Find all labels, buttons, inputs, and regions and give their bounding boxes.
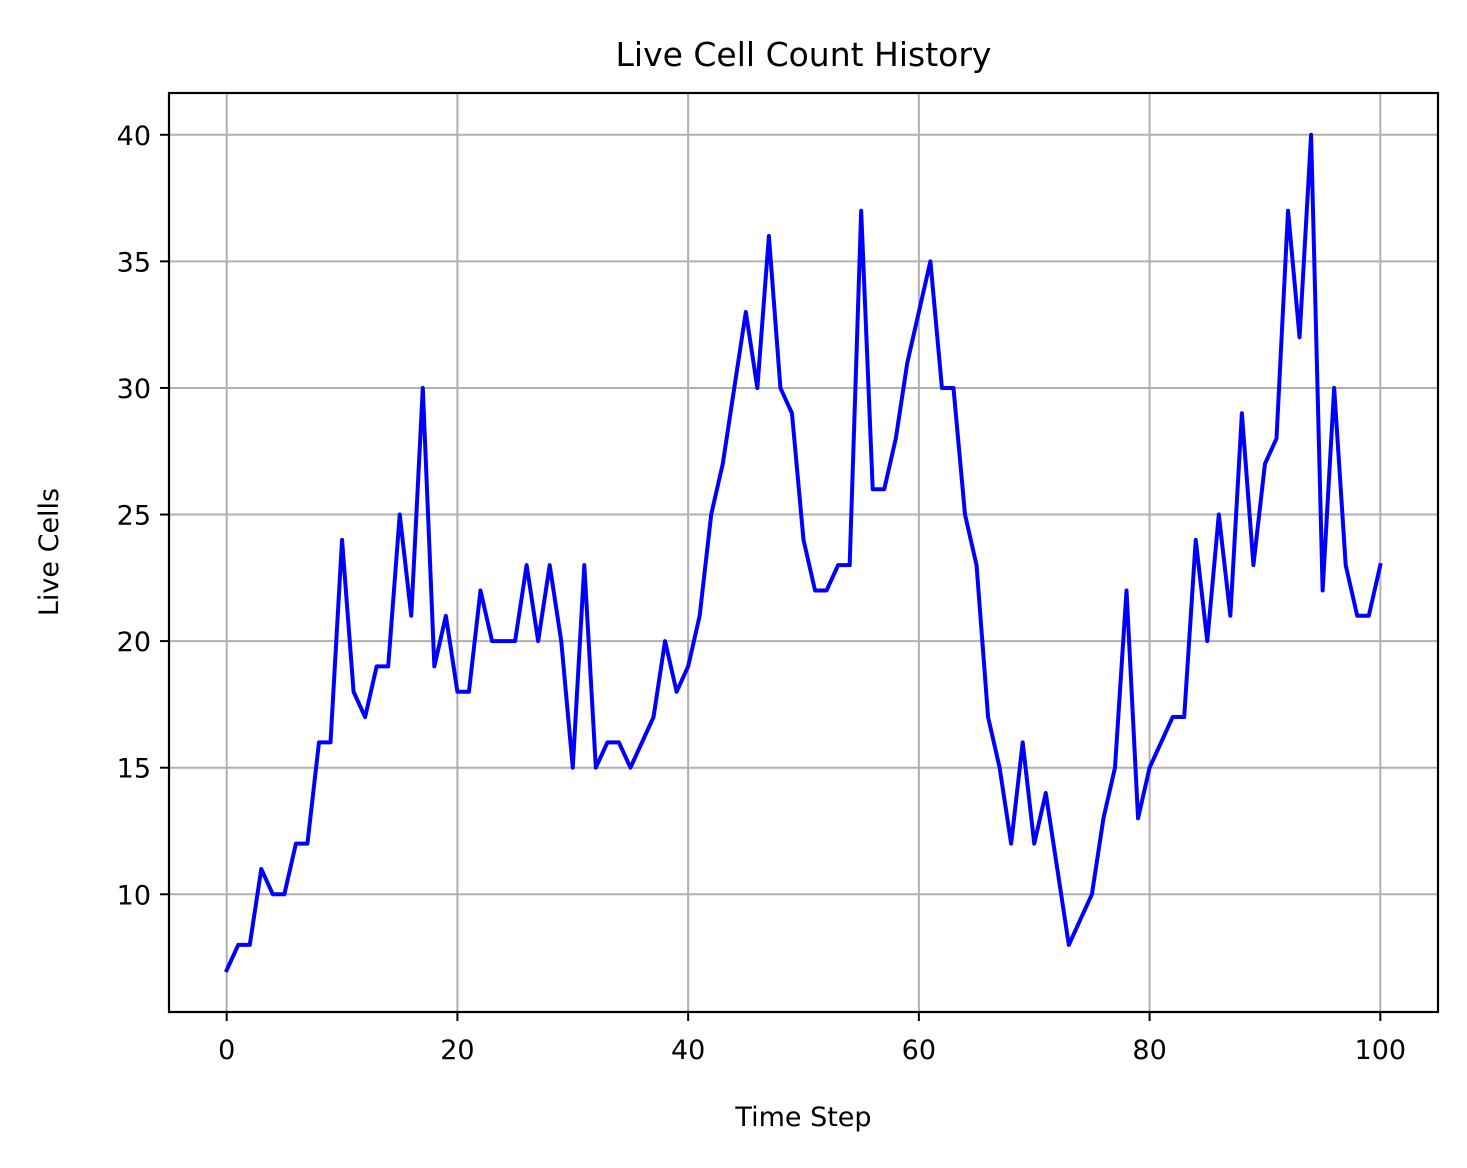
y-axis-label: Live Cells xyxy=(34,488,65,616)
x-tick-label: 40 xyxy=(671,1035,705,1066)
y-tick-label: 35 xyxy=(117,247,151,278)
grid-lines xyxy=(169,93,1438,1012)
chart-title: Live Cell Count History xyxy=(616,35,992,74)
y-tick-label: 10 xyxy=(117,880,151,911)
y-tick-label: 40 xyxy=(117,121,151,152)
series-layer xyxy=(224,132,1383,973)
y-tick-label: 30 xyxy=(117,374,151,405)
y-tick-label: 25 xyxy=(117,501,151,532)
plot-frame xyxy=(167,91,1440,1014)
axis-ticks: 0 20 40 60 80 100 10 15 20 25 30 35 40 xyxy=(117,121,1406,1066)
x-tick-label: 80 xyxy=(1132,1035,1166,1066)
x-tick-label: 0 xyxy=(218,1035,235,1066)
y-tick-label: 20 xyxy=(117,627,151,658)
x-tick-label: 20 xyxy=(440,1035,474,1066)
y-tick-label: 15 xyxy=(117,754,151,785)
x-tick-label: 60 xyxy=(902,1035,936,1066)
x-axis-label: Time Step xyxy=(734,1102,871,1133)
series-line xyxy=(224,132,1383,973)
x-tick-label: 100 xyxy=(1355,1035,1407,1066)
